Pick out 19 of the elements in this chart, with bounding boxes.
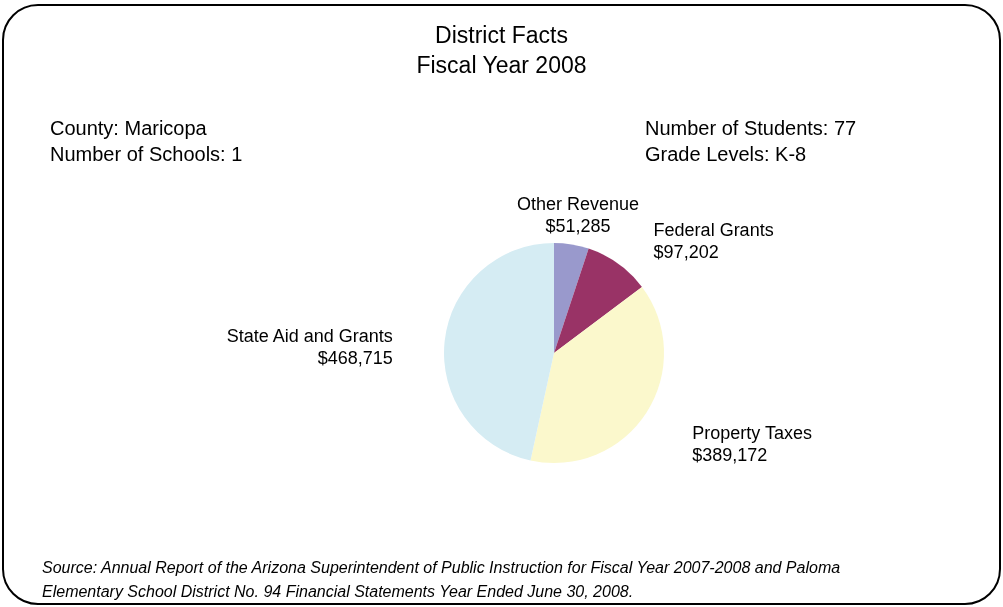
data-label: $468,715 [317, 347, 393, 368]
slice-label: State Aid and Grants [226, 325, 393, 346]
data-label: $97,202 [653, 242, 719, 263]
slice-label: Other Revenue [516, 193, 639, 214]
pie-slice [554, 243, 589, 353]
slice-label: Federal Grants [653, 220, 774, 241]
text: Number of Schools: 1 [50, 142, 243, 167]
slice-label: Property Taxes [692, 423, 812, 444]
pie-slice [530, 286, 664, 463]
chart-subtitle: Fiscal Year 2008 [415, 52, 588, 79]
pie-slice [444, 243, 554, 461]
text: Grade Levels: K-8 [645, 142, 808, 167]
data-label: $51,285 [545, 215, 611, 236]
source-note: Source: Annual Report of the Arizona Superintendent of Public Instruction for Fiscal Year 2007-2008 and Paloma Elementary School District No. 94 Financial Statements Year Ended June 30, 2008. [42, 558, 842, 602]
chart-title: District Facts [434, 22, 569, 49]
data-label: $389,172 [692, 445, 768, 466]
text: Number of Students: 77 [645, 116, 857, 141]
pie-slice [554, 248, 642, 353]
text: County: Maricopa [50, 116, 208, 141]
